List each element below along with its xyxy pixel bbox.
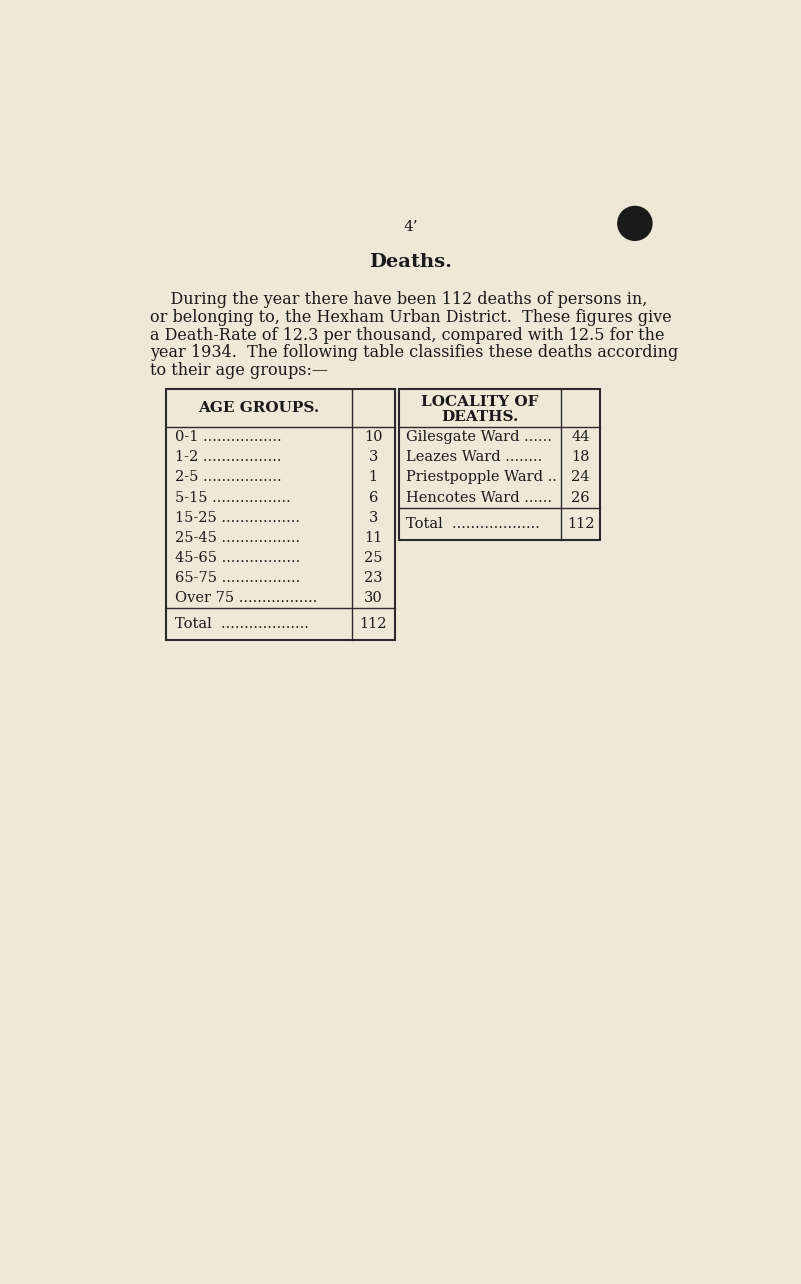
Text: 18: 18: [571, 451, 590, 465]
Text: 5-15 .................: 5-15 .................: [175, 490, 291, 505]
Text: 3: 3: [368, 511, 378, 525]
Text: Hencotes Ward ......: Hencotes Ward ......: [406, 490, 552, 505]
Text: 10: 10: [364, 430, 383, 444]
Text: LOCALITY OF: LOCALITY OF: [421, 395, 538, 410]
Bar: [166, 389, 395, 639]
Text: to their age groups:—: to their age groups:—: [151, 362, 328, 379]
Text: Total  ...................: Total ...................: [406, 516, 540, 530]
Text: Gilesgate Ward ......: Gilesgate Ward ......: [406, 430, 552, 444]
Text: AGE GROUPS.: AGE GROUPS.: [199, 401, 320, 415]
Text: 3: 3: [368, 451, 378, 465]
Text: 6: 6: [368, 490, 378, 505]
Text: 23: 23: [364, 570, 383, 584]
Text: Total  ...................: Total ...................: [175, 616, 309, 630]
Text: 15-25 .................: 15-25 .................: [175, 511, 300, 525]
Text: a Death-Rate of 12.3 per thousand, compared with 12.5 for the: a Death-Rate of 12.3 per thousand, compa…: [151, 326, 665, 344]
Text: 0-1 .................: 0-1 .................: [175, 430, 282, 444]
Text: 24: 24: [571, 470, 590, 484]
Text: 2-5 .................: 2-5 .................: [175, 470, 282, 484]
Text: 26: 26: [571, 490, 590, 505]
Bar: [399, 389, 600, 539]
Text: 112: 112: [360, 616, 387, 630]
Text: Leazes Ward ........: Leazes Ward ........: [406, 451, 542, 465]
Text: 4’: 4’: [403, 221, 418, 234]
Text: year 1934.  The following table classifies these deaths according: year 1934. The following table classifie…: [151, 344, 678, 361]
Text: 112: 112: [567, 516, 594, 530]
Text: Over 75 .................: Over 75 .................: [175, 591, 318, 605]
Text: 65-75 .................: 65-75 .................: [175, 570, 300, 584]
Text: 30: 30: [364, 591, 383, 605]
Text: 45-65 .................: 45-65 .................: [175, 551, 300, 565]
Circle shape: [618, 207, 652, 240]
Text: or belonging to, the Hexham Urban District.  These figures give: or belonging to, the Hexham Urban Distri…: [151, 309, 672, 326]
Text: 11: 11: [364, 530, 382, 544]
Text: Deaths.: Deaths.: [369, 253, 452, 271]
Text: 44: 44: [571, 430, 590, 444]
Text: During the year there have been 112 deaths of persons in,: During the year there have been 112 deat…: [151, 291, 648, 308]
Text: 1-2 .................: 1-2 .................: [175, 451, 282, 465]
Text: 1: 1: [368, 470, 378, 484]
Text: Priestpopple Ward ..: Priestpopple Ward ..: [406, 470, 557, 484]
Text: DEATHS.: DEATHS.: [441, 410, 518, 424]
Text: 25-45 .................: 25-45 .................: [175, 530, 300, 544]
Text: 25: 25: [364, 551, 383, 565]
